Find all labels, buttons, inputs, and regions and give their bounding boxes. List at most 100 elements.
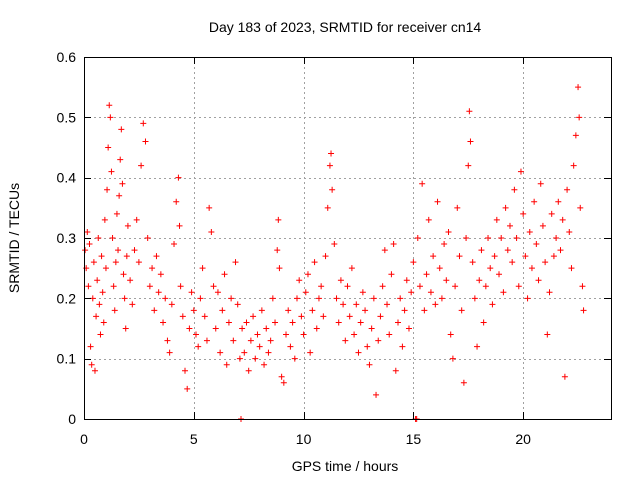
data-point (84, 228, 91, 235)
data-point (546, 289, 553, 296)
data-point (304, 271, 311, 278)
data-point (151, 307, 158, 314)
data-point (368, 325, 375, 332)
data-point (121, 295, 128, 302)
x-axis-label: GPS time / hours (292, 458, 399, 474)
data-point (522, 253, 529, 260)
data-point (427, 289, 434, 296)
data-point (351, 331, 358, 338)
data-point (153, 253, 160, 260)
data-point (537, 180, 544, 187)
data-point (359, 289, 366, 296)
data-point (346, 313, 353, 320)
data-point (206, 204, 213, 211)
data-point (337, 277, 344, 284)
data-point (188, 289, 195, 296)
data-point (162, 295, 169, 302)
data-point (95, 235, 102, 241)
data-point (561, 373, 568, 380)
y-tick-label: 0.3 (57, 230, 77, 246)
data-point (340, 301, 347, 308)
data-point (116, 192, 123, 199)
data-point (250, 313, 257, 320)
data-point (228, 295, 235, 302)
data-point (320, 313, 327, 320)
data-point (397, 295, 404, 302)
data-point (99, 289, 106, 296)
data-point (135, 259, 142, 266)
data-point (201, 313, 208, 320)
data-point (302, 289, 309, 296)
x-tick-label: 10 (296, 431, 312, 447)
data-point (223, 361, 230, 368)
data-point (520, 210, 527, 217)
data-point (307, 349, 314, 356)
data-point (466, 108, 473, 115)
data-point (108, 168, 115, 175)
data-point (423, 271, 430, 278)
data-point (241, 349, 248, 356)
data-point (401, 307, 408, 314)
data-point (579, 283, 586, 290)
data-point (436, 265, 443, 272)
y-tick-label: 0 (68, 411, 76, 427)
data-points (82, 84, 587, 422)
data-point (112, 259, 119, 266)
data-point (90, 259, 97, 266)
data-point (119, 180, 126, 187)
y-tick-label: 0.6 (57, 49, 77, 65)
data-point (454, 204, 461, 211)
data-point (107, 114, 114, 121)
data-point (274, 247, 281, 254)
data-point (487, 265, 494, 272)
data-point (399, 343, 406, 350)
data-point (580, 307, 587, 314)
data-point (559, 216, 566, 223)
data-point (166, 349, 173, 356)
data-point (555, 198, 562, 205)
data-point (168, 301, 175, 308)
data-point (221, 271, 228, 278)
data-point (348, 265, 355, 272)
data-point (315, 295, 322, 302)
data-point (410, 259, 417, 266)
data-point (506, 222, 513, 229)
data-point (381, 247, 388, 254)
data-point (289, 319, 296, 326)
data-point (425, 216, 432, 223)
data-point (173, 198, 180, 205)
data-point (261, 361, 268, 368)
data-point (254, 331, 261, 338)
data-point (276, 265, 283, 272)
data-point (195, 343, 202, 350)
data-point (366, 361, 373, 368)
data-point (509, 259, 516, 266)
data-point (177, 283, 184, 290)
plot-frame (84, 57, 612, 420)
data-point (164, 337, 171, 344)
data-point (445, 228, 452, 235)
data-point (98, 253, 105, 260)
data-point (94, 277, 101, 284)
data-point (311, 259, 318, 266)
data-point (498, 235, 505, 241)
data-point (144, 235, 151, 241)
data-point (122, 325, 129, 332)
data-point (120, 271, 127, 278)
data-point (502, 204, 509, 211)
data-point (469, 259, 476, 266)
data-point (572, 132, 579, 139)
data-point (364, 343, 371, 350)
tick-labels: 0 0.1 0.2 0.3 0.4 0.5 0.6 0 5 10 15 20 (57, 49, 532, 447)
data-point (232, 259, 239, 266)
data-point (85, 283, 92, 290)
data-point (480, 319, 487, 326)
x-tick-label: 0 (80, 431, 88, 447)
data-point (322, 253, 329, 260)
data-point (149, 265, 156, 272)
data-point (247, 337, 254, 344)
data-point (449, 355, 456, 362)
data-point (293, 295, 300, 302)
data-point (379, 283, 386, 290)
data-point (419, 180, 426, 187)
